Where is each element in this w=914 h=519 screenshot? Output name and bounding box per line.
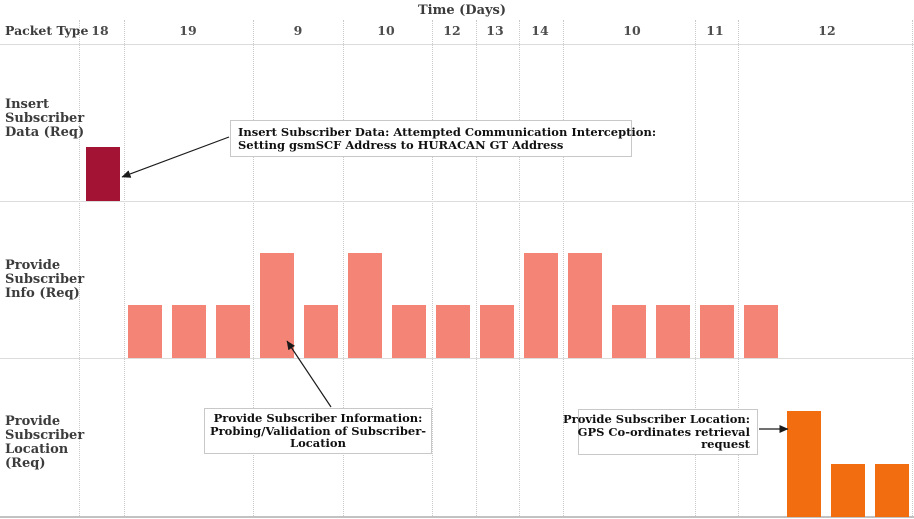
bar-provide-subscriber-info-req <box>656 305 690 358</box>
vertical-gridline <box>476 20 477 516</box>
vertical-gridline <box>519 20 520 516</box>
lane-label-line: Location <box>5 442 69 457</box>
x-tick-label: 10 <box>623 23 641 38</box>
x-tick-label: 9 <box>293 23 303 38</box>
lane-label-line: Provide <box>5 258 61 273</box>
lane-label-provide-subscriber-location-req: Provide Subscriber Location (Req) <box>5 415 85 471</box>
x-tick-label: 13 <box>486 23 504 38</box>
lane-label-line: Info (Req) <box>5 286 80 301</box>
bar-provide-subscriber-info-req <box>480 305 514 358</box>
bar-provide-subscriber-info-req <box>216 305 250 358</box>
x-tick-label: 11 <box>706 23 724 38</box>
x-tick-label: 12 <box>443 23 461 38</box>
vertical-gridline <box>253 20 254 516</box>
bar-provide-subscriber-info-req <box>524 253 558 358</box>
annotation-text-line: Probing/Validation of Subscriber- <box>209 423 427 438</box>
row-separator-line <box>0 201 914 202</box>
annotation-text-line: Setting gsmSCF Address to HURACAN GT Add… <box>238 137 564 152</box>
x-axis-title: Time (Days) <box>417 3 507 18</box>
bar-provide-subscriber-location-req <box>831 464 865 517</box>
annotation-text-line: request <box>701 437 750 452</box>
bar-provide-subscriber-location-req <box>875 464 909 517</box>
annotation-box-insert-subscriber-data: Insert Subscriber Data: Attempted Commun… <box>230 120 657 157</box>
vertical-gridline <box>79 20 80 516</box>
annotation-text-line: Insert Subscriber Data: Attempted Commun… <box>238 125 657 139</box>
vertical-gridline <box>912 20 913 516</box>
bar-provide-subscriber-info-req <box>392 305 426 358</box>
annotation-text-line: GPS Co-ordinates retrieval <box>577 424 750 439</box>
bar-provide-subscriber-info-req <box>700 305 734 358</box>
lane-label-line: Subscriber <box>5 272 85 287</box>
y-axis-header: Packet Type <box>5 23 89 38</box>
annotation-box-provide-subscriber-location: Provide Subscriber Location: GPS Co-ordin… <box>563 409 758 455</box>
vertical-gridline <box>695 20 696 516</box>
bar-provide-subscriber-info-req <box>304 305 338 358</box>
bar-provide-subscriber-info-req <box>128 305 162 358</box>
bar-provide-subscriber-info-req <box>436 305 470 358</box>
bar-insert-subscriber-data-req <box>86 147 120 201</box>
x-tick-label: 14 <box>531 23 549 38</box>
vertical-gridline <box>432 20 433 516</box>
lane-label-line: Subscriber <box>5 428 85 443</box>
annotation-text-line: Provide Subscriber Information: <box>213 411 423 426</box>
lane-label-insert-subscriber-data-req: Insert Subscriber Data (Req) <box>5 98 85 140</box>
lane-label-line: Subscriber <box>5 111 85 126</box>
vertical-gridline <box>124 20 125 516</box>
annotation-text-line: Location <box>290 436 346 451</box>
lane-label-line: Data (Req) <box>5 125 85 140</box>
annotation-box-provide-subscriber-info: Provide Subscriber Information: Probing/V… <box>204 408 432 454</box>
row-separator-line <box>0 44 914 45</box>
x-axis-line <box>0 516 914 518</box>
bar-provide-subscriber-info-req <box>568 253 602 358</box>
bar-provide-subscriber-info-req <box>172 305 206 358</box>
annotation-text-line: Provide Subscriber Location: <box>563 412 750 427</box>
bar-provide-subscriber-info-req <box>744 305 778 358</box>
lane-label-line: (Req) <box>5 456 46 471</box>
annotation-arrow-insert-subscriber-data <box>121 136 230 178</box>
x-tick-label: 19 <box>179 23 197 38</box>
vertical-gridline <box>738 20 739 516</box>
row-separator-line <box>0 358 914 359</box>
bar-provide-subscriber-info-req <box>612 305 646 358</box>
vertical-gridline <box>343 20 344 516</box>
bar-provide-subscriber-info-req <box>260 253 294 358</box>
x-tick-label: 12 <box>818 23 836 38</box>
bar-provide-subscriber-info-req <box>348 253 382 358</box>
x-tick-label: 10 <box>377 23 395 38</box>
x-tick-label: 18 <box>91 23 109 38</box>
lane-label-line: Insert <box>5 97 49 112</box>
bar-provide-subscriber-location-req <box>787 411 821 517</box>
vertical-gridline <box>563 20 564 516</box>
lane-label-provide-subscriber-info-req: Provide Subscriber Info (Req) <box>5 259 85 301</box>
lane-label-line: Provide <box>5 414 61 429</box>
